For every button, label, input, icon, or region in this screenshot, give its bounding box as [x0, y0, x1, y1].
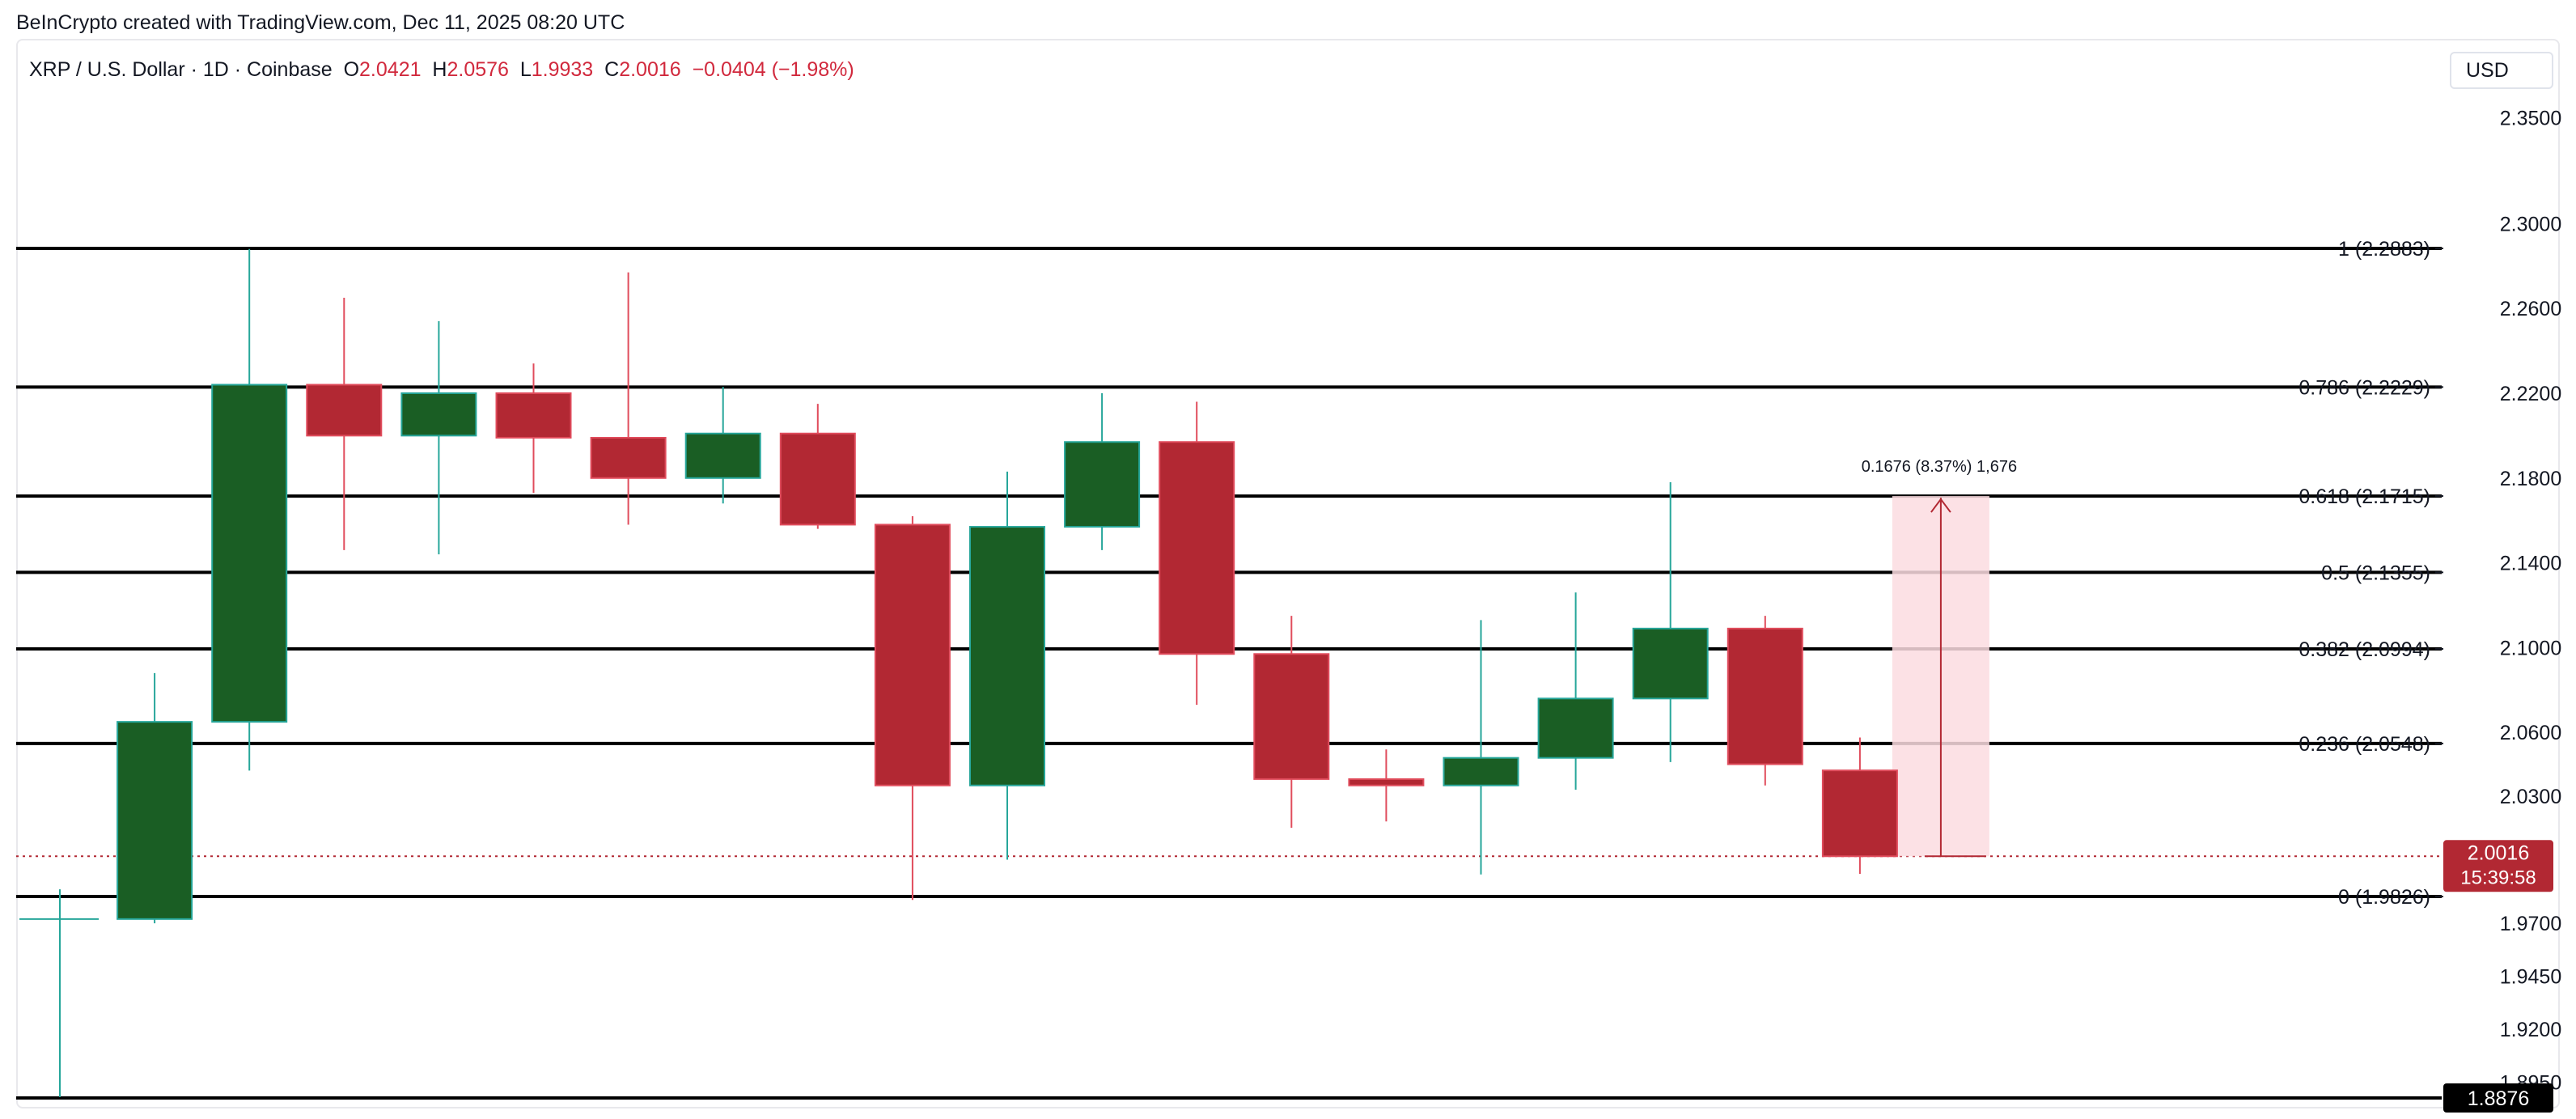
candle-body [211, 384, 288, 723]
candle-body [1348, 778, 1425, 786]
price-tags-layer: 2.0016 15:39:58 1.8876 [2443, 840, 2553, 1113]
currency-button[interactable]: USD [2450, 52, 2553, 89]
candle-body [117, 721, 193, 920]
candle-body [1537, 697, 1614, 759]
price-axis-layer: 2.3500 2.3000 2.2600 2.2200 2.1800 2.1400 2.10… [2500, 107, 2561, 1094]
candle-body [1253, 653, 1330, 780]
candle-body [874, 523, 951, 786]
candle-body [495, 392, 572, 439]
candle-body [1727, 627, 1803, 765]
y-tick-label: 2.0600 [2500, 722, 2561, 744]
y-tick-label: 2.1000 [2500, 637, 2561, 659]
low-label: L [519, 58, 532, 81]
measure-arrow-head [1930, 498, 1951, 513]
low-value: 1.9933 [531, 58, 594, 81]
y-tick-label: 1.9700 [2500, 913, 2561, 935]
measure-layer: 0.1676 (8.37%) 1,676 [1862, 458, 2017, 858]
candle-body [779, 432, 856, 526]
y-tick-label: 2.0300 [2500, 786, 2561, 808]
high-label: H [432, 58, 447, 81]
candle-body [1443, 757, 1519, 786]
candle-body [1821, 769, 1898, 858]
last-price-tag [2443, 840, 2553, 892]
candle-body [400, 392, 477, 437]
measure-label: 0.1676 (8.37%) 1,676 [1862, 458, 2017, 476]
y-tick-label: 2.2200 [2500, 383, 2561, 405]
y-tick-label: 2.3000 [2500, 213, 2561, 235]
fib-label: 0.5 (2.1355) [2321, 562, 2430, 584]
fib-label: 0.618 (2.1715) [2298, 485, 2430, 508]
candle-body [1159, 441, 1235, 655]
chart-attribution: BeInCrypto created with TradingView.com,… [16, 11, 625, 34]
y-tick-label: 2.1800 [2500, 468, 2561, 490]
y-tick-label: 2.1400 [2500, 553, 2561, 575]
y-tick-label: 2.2600 [2500, 298, 2561, 320]
y-tick-label: 1.9200 [2500, 1019, 2561, 1041]
symbol-legend: XRP / U.S. Dollar · 1D · Coinbase O2.042… [29, 58, 854, 82]
symbol-name[interactable]: XRP / U.S. Dollar · 1D · Coinbase [29, 58, 333, 81]
candle-body [590, 437, 667, 479]
fib-levels-layer: 1 (2.2883) 0.786 (2.2229) 0.618 (2.1715) 0.… [16, 238, 2443, 1100]
candle-body [969, 526, 1045, 786]
close-label: C [604, 58, 620, 81]
bottom-price-value: 1.8876 [2468, 1087, 2529, 1110]
fib-label: 0.382 (2.0994) [2298, 638, 2430, 661]
candle-body [1064, 441, 1141, 528]
high-value: 2.0576 [447, 58, 509, 81]
close-value: 2.0016 [619, 58, 681, 81]
bottom-price-tag [2443, 1083, 2553, 1113]
candle-body [306, 384, 383, 437]
candle-body [1632, 627, 1709, 700]
open-label: O [343, 58, 360, 81]
last-price-value: 2.0016 [2468, 841, 2529, 864]
change-value: −0.0404 (−1.98%) [692, 58, 854, 81]
candle-body [684, 432, 761, 479]
countdown-value: 15:39:58 [2460, 867, 2536, 888]
candles-layer [19, 248, 1898, 1097]
fib-label: 0.786 (2.2229) [2298, 376, 2430, 399]
open-value: 2.0421 [359, 58, 422, 81]
y-tick-label: 1.9450 [2500, 966, 2561, 989]
fib-label: 0.236 (2.0548) [2298, 733, 2430, 756]
y-tick-label: 2.3500 [2500, 107, 2561, 129]
fib-label: 1 (2.2883) [2338, 238, 2430, 261]
fib-label: 0 (1.9826) [2338, 886, 2430, 909]
